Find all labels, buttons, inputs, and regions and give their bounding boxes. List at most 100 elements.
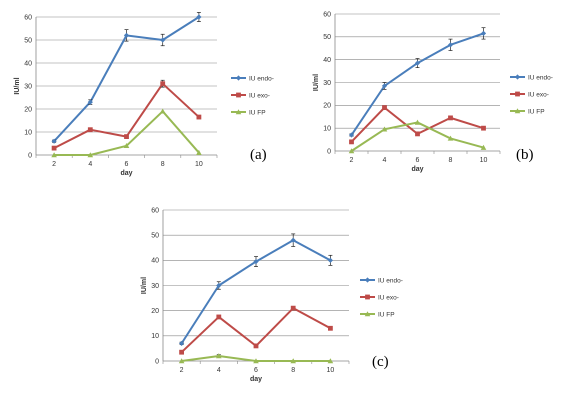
- data-point: [179, 349, 184, 355]
- legend: IU endo- IU exo- IU FP: [510, 74, 553, 115]
- legend-swatch-marker: [236, 92, 241, 98]
- legend-swatch-marker: [514, 74, 521, 80]
- data-point: [87, 127, 93, 133]
- legend-label: IU exo-: [378, 294, 399, 301]
- x-tick-label: 10: [480, 157, 488, 164]
- x-tick-label: 10: [195, 161, 203, 168]
- y-tick-label: 10: [323, 125, 331, 132]
- y-tick-label: 20: [323, 103, 331, 110]
- data-point: [51, 152, 57, 158]
- x-tick-label: 8: [449, 157, 453, 164]
- legend: IU endo- IU exo- IU FP: [360, 277, 403, 318]
- series-line: [350, 106, 484, 143]
- y-axis-title: IU/ml: [14, 77, 21, 94]
- data-point: [382, 105, 387, 111]
- y-tick-label: 50: [323, 34, 331, 41]
- data-point: [481, 125, 486, 131]
- data-point: [480, 144, 487, 150]
- legend-swatch-marker: [364, 277, 371, 283]
- chart-panel-3: 0 10 20 30 40 50 60 2 4 6 8 10 day IU/ml IU endo- IU ex…: [141, 207, 403, 383]
- data-point: [253, 358, 259, 364]
- panel-label: (c): [372, 354, 389, 370]
- y-axis-title: IU/ml: [141, 277, 148, 294]
- series-iu-exo: [349, 105, 486, 145]
- x-tick-label: 4: [217, 367, 221, 374]
- chart-panel-1: 0 10 20 30 40 50 60 2 4 6 8 10 day IU/ml IU endo- IU ex…: [14, 12, 274, 177]
- x-tick-label: 8: [161, 161, 165, 168]
- series-iu-endo: [51, 12, 202, 144]
- legend-label: IU endo-: [378, 277, 403, 284]
- y-tick-label: 30: [151, 283, 159, 290]
- legend-swatch-marker: [514, 108, 521, 114]
- legend-swatch-marker: [365, 294, 370, 300]
- data-point: [290, 358, 296, 364]
- x-axis-title: day: [250, 376, 262, 383]
- y-tick-label: 30: [323, 80, 331, 87]
- data-point: [327, 257, 333, 263]
- legend-swatch-marker: [235, 75, 242, 81]
- data-point: [216, 314, 222, 320]
- x-tick-label: 6: [416, 157, 420, 164]
- legend-swatch-marker: [235, 109, 242, 115]
- x-axis-title: day: [120, 170, 132, 177]
- legend-swatch-marker: [515, 91, 520, 97]
- y-tick-label: 0: [155, 358, 159, 365]
- legend: IU endo- IU exo- IU FP: [231, 75, 274, 116]
- data-point: [87, 99, 93, 105]
- legend-label: IU FP: [249, 109, 266, 116]
- data-point: [414, 119, 421, 125]
- legend-label: IU exo-: [528, 91, 549, 98]
- data-point: [414, 60, 421, 66]
- y-tick-label: 60: [151, 207, 159, 214]
- x-tick-label: 6: [125, 161, 129, 168]
- data-point: [216, 353, 222, 359]
- data-point: [348, 148, 355, 154]
- data-point: [448, 115, 453, 121]
- y-tick-label: 50: [151, 232, 159, 239]
- legend-label: IU FP: [528, 108, 545, 115]
- data-point: [87, 152, 94, 158]
- x-tick-label: 10: [327, 367, 335, 374]
- series-iu-endo: [179, 233, 333, 346]
- legend-swatch-marker: [364, 311, 371, 317]
- series-iu-exo: [51, 79, 202, 151]
- data-point: [196, 14, 202, 20]
- data-point: [123, 32, 130, 38]
- data-point: [381, 126, 388, 132]
- data-point: [415, 131, 420, 137]
- data-point: [196, 149, 202, 155]
- data-point: [447, 135, 454, 141]
- legend-label: IU exo-: [249, 92, 270, 99]
- panel-label: (b): [516, 147, 534, 163]
- data-point: [381, 83, 388, 89]
- data-point: [253, 343, 259, 349]
- series-iu-endo: [348, 27, 487, 138]
- data-point: [159, 108, 166, 114]
- y-axis-title: IU/ml: [313, 74, 320, 91]
- x-tick-label: 4: [383, 157, 387, 164]
- x-tick-label: 2: [350, 157, 354, 164]
- data-point: [348, 132, 355, 138]
- series-iu-fp: [178, 353, 334, 364]
- y-tick-label: 10: [151, 333, 159, 340]
- y-tick-label: 20: [151, 308, 159, 315]
- y-tick-label: 0: [327, 148, 331, 155]
- data-point: [216, 282, 222, 289]
- series-iu-exo: [179, 305, 333, 355]
- y-tick-label: 20: [24, 106, 32, 113]
- data-point: [349, 139, 354, 145]
- y-tick-label: 40: [151, 258, 159, 265]
- legend-label: IU endo-: [249, 75, 274, 82]
- x-tick-label: 2: [180, 367, 184, 374]
- data-point: [124, 134, 129, 139]
- series-iu-fp: [348, 119, 487, 154]
- data-point: [480, 30, 487, 37]
- x-tick-label: 4: [88, 161, 92, 168]
- x-axis-title: day: [411, 166, 423, 173]
- data-point: [290, 237, 296, 243]
- chart-panel-2: 0 10 20 30 40 50 60 2 4 6 8 10 day IU/ml IU endo- IU ex…: [313, 11, 553, 173]
- legend-label: IU endo-: [528, 74, 553, 81]
- x-tick-label: 6: [254, 367, 258, 374]
- data-point: [253, 258, 259, 265]
